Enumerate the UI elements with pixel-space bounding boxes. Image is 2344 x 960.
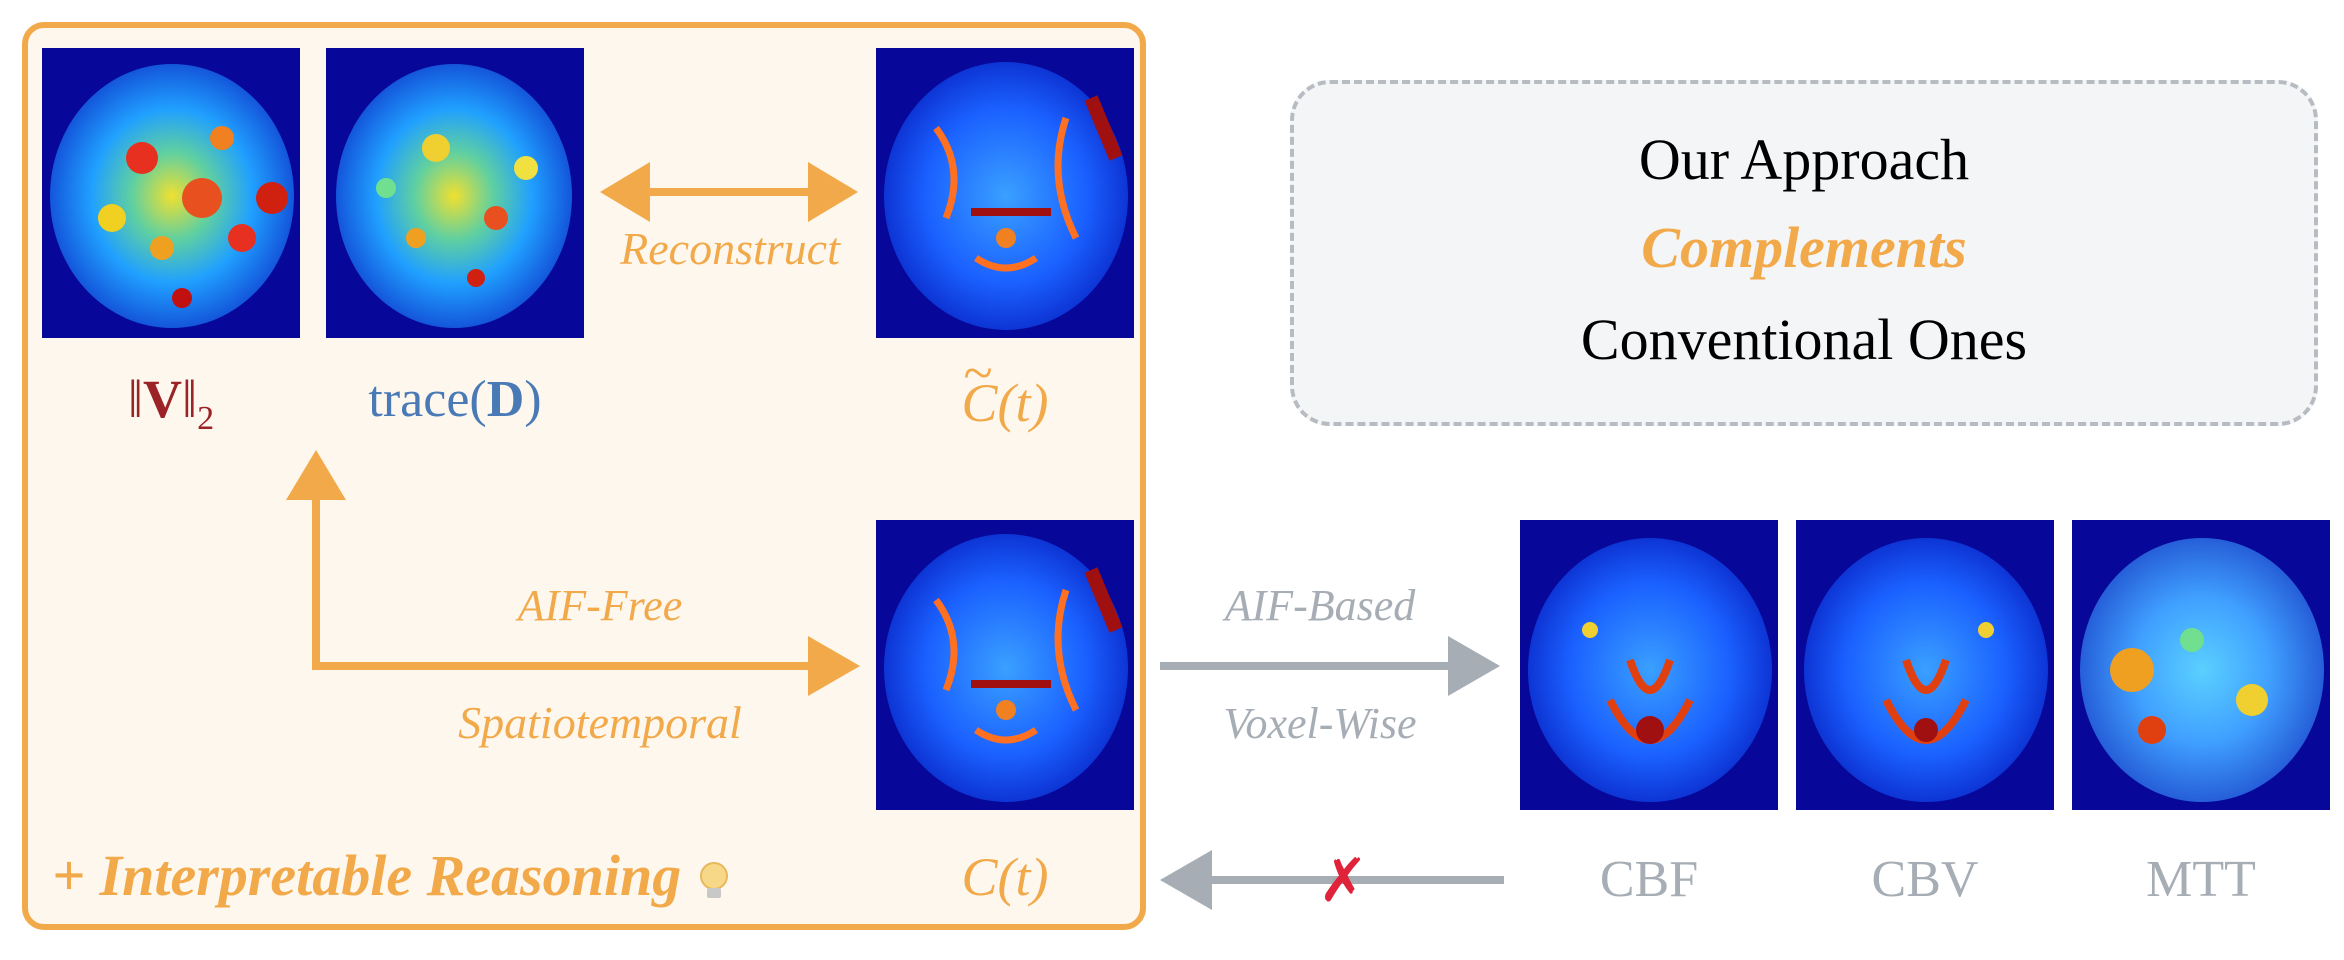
trace-suffix: ) bbox=[524, 371, 542, 428]
reconstructed-concentration-brain bbox=[884, 62, 1128, 330]
approach-line-3: Conventional Ones bbox=[1580, 307, 2028, 372]
velocity-norm-map bbox=[42, 48, 300, 338]
reconstructed-concentration-map bbox=[876, 48, 1134, 338]
cbv-map bbox=[1796, 520, 2054, 810]
c-tilde-label: ~ C(t) bbox=[876, 343, 1134, 434]
mtt-map bbox=[2072, 520, 2330, 810]
cbf-label: CBF bbox=[1599, 851, 1699, 908]
trace-prefix: trace( bbox=[368, 371, 487, 428]
cbf-brain bbox=[1528, 538, 1772, 802]
norm-subscript: 2 bbox=[197, 399, 215, 437]
approach-callout-box bbox=[1290, 80, 2318, 426]
c-tilde-arg: (t) bbox=[997, 373, 1049, 433]
c-t-label: C(t) bbox=[876, 846, 1134, 908]
c-arg: (t) bbox=[997, 847, 1049, 907]
velocity-norm-brain bbox=[50, 64, 294, 328]
approach-line-2: Complements bbox=[1641, 215, 1967, 280]
approach-line-1: Our Approach bbox=[1638, 127, 1970, 192]
trace-brain bbox=[336, 64, 572, 328]
aif-based-label: AIF-Based bbox=[1224, 581, 1416, 630]
lightbulb-icon bbox=[699, 861, 728, 898]
c-tilde-letter: C bbox=[961, 373, 998, 433]
tilde-mark: ~ bbox=[963, 343, 993, 403]
cbv-label: CBV bbox=[1871, 851, 1979, 908]
mtt-label: MTT bbox=[2146, 851, 2256, 908]
concentration-brain bbox=[884, 534, 1128, 802]
spatiotemporal-label: Spatiotemporal bbox=[458, 697, 742, 748]
trace-label: trace(D) bbox=[326, 370, 584, 429]
interpretable-reasoning-label: + Interpretable Reasoning bbox=[52, 842, 732, 909]
voxel-wise-label: Voxel-Wise bbox=[1223, 699, 1417, 748]
reconstruct-label: Reconstruct bbox=[620, 223, 840, 274]
v-symbol: V bbox=[143, 369, 182, 429]
cross-icon: ✗ bbox=[1318, 846, 1369, 916]
aif-based-arrow bbox=[1160, 636, 1500, 696]
mtt-brain bbox=[2080, 538, 2324, 802]
velocity-norm-label: ‖V‖2 bbox=[42, 368, 300, 438]
cbf-map bbox=[1520, 520, 1778, 810]
aif-free-label: AIF-Free bbox=[517, 581, 683, 630]
c-letter: C bbox=[961, 847, 998, 907]
norm-bars-right: ‖ bbox=[182, 369, 198, 429]
d-symbol: D bbox=[486, 371, 525, 428]
trace-map bbox=[326, 48, 584, 338]
interpretable-reasoning-text: + Interpretable Reasoning bbox=[52, 843, 682, 908]
norm-bars-left: ‖ bbox=[127, 369, 143, 429]
concentration-map bbox=[876, 520, 1134, 810]
cbv-brain bbox=[1804, 538, 2048, 802]
